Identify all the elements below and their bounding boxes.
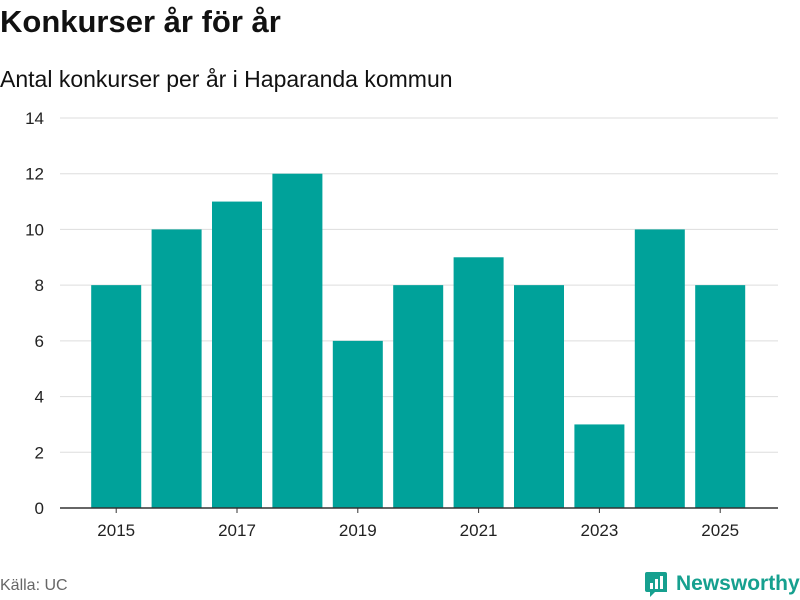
x-tick-label: 2017 bbox=[218, 521, 256, 540]
newsworthy-brand[interactable]: Newsworthy bbox=[644, 569, 800, 599]
y-tick-label: 6 bbox=[35, 332, 44, 351]
bar-2024[interactable] bbox=[634, 229, 685, 508]
y-tick-label: 10 bbox=[25, 220, 44, 239]
x-tick-label: 2025 bbox=[701, 521, 739, 540]
x-tick-label: 2023 bbox=[580, 521, 618, 540]
x-tick-label: 2021 bbox=[460, 521, 498, 540]
y-tick-label: 8 bbox=[35, 276, 44, 295]
x-tick-label: 2015 bbox=[97, 521, 135, 540]
y-tick-label: 0 bbox=[35, 499, 44, 518]
bar-2020[interactable] bbox=[393, 285, 444, 508]
source-note: Källa: UC bbox=[0, 577, 68, 594]
y-tick-label: 2 bbox=[35, 443, 44, 462]
bar-2021[interactable] bbox=[453, 257, 504, 508]
bar-2023[interactable] bbox=[574, 424, 625, 508]
bar-2017[interactable] bbox=[212, 201, 262, 509]
bar-2016[interactable] bbox=[151, 229, 202, 508]
bar-2019[interactable] bbox=[332, 340, 383, 508]
newsworthy-logo-icon bbox=[645, 572, 667, 597]
chart-title: Konkurser år för år bbox=[0, 4, 281, 39]
y-tick-label: 4 bbox=[35, 388, 44, 407]
chart-subtitle: Antal konkurser per år i Haparanda kommu… bbox=[0, 66, 453, 92]
bar-2015[interactable] bbox=[91, 285, 142, 508]
brand-name: Newsworthy bbox=[676, 572, 800, 595]
bar-2025[interactable] bbox=[695, 285, 746, 508]
bar-2018[interactable] bbox=[272, 173, 323, 508]
x-tick-label: 2019 bbox=[339, 521, 377, 540]
y-tick-label: 12 bbox=[25, 165, 44, 184]
bar-2022[interactable] bbox=[514, 285, 564, 508]
y-tick-label: 14 bbox=[25, 109, 44, 128]
